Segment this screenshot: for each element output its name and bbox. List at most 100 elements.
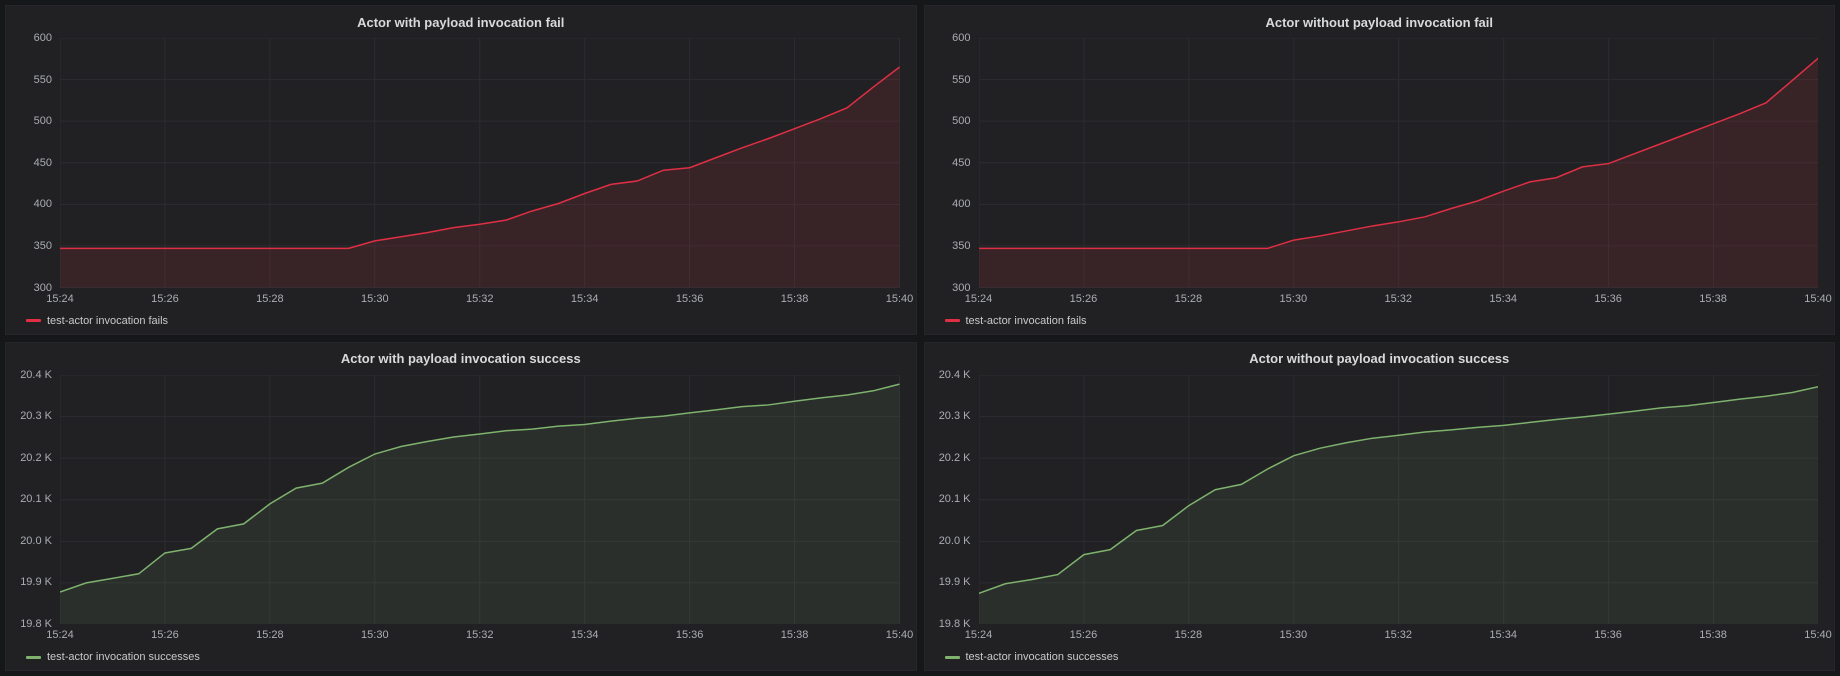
y-axis-label: 20.4 K [20,368,52,381]
panel-actor-with-payload-success: Actor with payload invocation success 19… [5,341,917,671]
chart-actor-with-payload-fail[interactable]: 300 350 400 450 500 550 600 15:24 15:26 15:28 15:3… [6,32,916,334]
x-axis-label: 15:34 [570,292,599,305]
legend: test-actor invocation fails [12,310,900,332]
y-axis-label: 350 [952,239,971,252]
x-axis-label: 15:40 [1804,629,1832,641]
y-axis-label: 300 [33,281,52,294]
x-axis-label: 15:24 [46,292,74,305]
x-axis-label: 15:36 [675,292,704,305]
time-series-svg [978,38,1819,288]
x-axis-label: 15:28 [256,629,284,641]
y-axis-label: 20.3 K [20,410,52,423]
series-line [979,386,1819,593]
x-axis-label: 15:28 [1174,292,1203,305]
legend-item[interactable]: test-actor invocation successes [944,651,1118,663]
legend-series-label: test-actor invocation fails [965,314,1087,327]
legend-series-swatch [944,655,960,659]
x-axis-label: 15:40 [1804,292,1832,305]
panel-actor-without-payload-success: Actor without payload invocation success… [923,341,1835,671]
x-axis-label: 15:34 [1489,292,1517,305]
plot-area[interactable] [60,375,900,624]
y-axis-label: 19.9 K [20,576,52,589]
y-axis-label: 20.4 K [938,368,971,381]
y-axis-label: 500 [33,115,52,128]
series-line [60,384,900,592]
y-axis: 19.8 K 19.9 K 20.0 K 20.1 K 20.2 K 20.3 K 20.4… [12,369,60,631]
x-axis-label: 15:34 [570,629,599,641]
y-axis-label: 20.0 K [938,534,971,547]
y-axis-label: 20.1 K [20,493,52,506]
x-axis-label: 15:36 [675,629,704,641]
y-axis-label: 500 [952,115,971,128]
y-axis-label: 19.8 K [938,618,971,630]
x-axis-label: 15:32 [1384,629,1413,641]
panel-title-actor-with-payload-success[interactable]: Actor with payload invocation success [340,351,581,366]
legend-series-label: test-actor invocation fails [47,314,169,327]
series-line [60,67,900,248]
plot-area[interactable] [978,375,1819,624]
x-axis-label: 15:24 [964,292,993,305]
series-area-fill [978,386,1818,624]
chart-body: 19.8 K 19.9 K 20.0 K 20.1 K 20.2 K 20.3 K 20.4… [931,369,1819,630]
panel-title-actor-with-payload-fail[interactable]: Actor with payload invocation fail [357,14,565,30]
x-axis-label: 15:40 [885,629,914,641]
legend-item[interactable]: test-actor invocation successes [26,651,200,663]
panel-title-actor-without-payload-fail[interactable]: Actor without payload invocation fail [1265,14,1493,30]
legend-series-swatch [26,319,41,322]
x-axis-label: 15:30 [1279,629,1308,641]
plot-area[interactable] [60,38,900,288]
x-axis-label: 15:38 [780,629,809,641]
y-axis-label: 19.9 K [938,576,971,589]
legend-series-label: test-actor invocation successes [47,651,200,663]
legend: test-actor invocation successes [12,646,900,668]
chart-body: 300 350 400 450 500 550 600 [931,32,1819,294]
x-axis-label: 15:28 [1174,629,1203,641]
y-axis-label: 550 [952,73,971,86]
legend-series-swatch [26,655,41,659]
y-axis-label: 300 [952,281,971,294]
series-line [979,58,1819,248]
panel-actor-without-payload-fail: Actor without payload invocation fail 30… [923,5,1835,335]
y-axis-label: 20.1 K [938,493,971,506]
y-axis-label: 350 [33,239,52,252]
series-area-fill [60,67,900,288]
x-axis-label: 15:32 [465,292,494,305]
y-axis-label: 600 [952,32,971,44]
x-axis-label: 15:36 [1594,629,1622,641]
x-axis-label: 15:40 [885,292,914,305]
y-axis-label: 20.3 K [938,410,971,423]
y-axis-label: 450 [33,156,52,169]
chart-body: 19.8 K 19.9 K 20.0 K 20.1 K 20.2 K 20.3 K 20.4… [12,369,900,631]
chart-actor-without-payload-success[interactable]: 19.8 K 19.9 K 20.0 K 20.1 K 20.2 K 20.3 K 20.4… [925,369,1835,671]
legend-item[interactable]: test-actor invocation fails [26,315,168,327]
series-area-fill [978,57,1818,288]
time-series-svg [978,375,1819,624]
y-axis-label: 20.2 K [938,451,971,464]
y-axis-label: 450 [952,156,971,169]
x-axis-label: 15:26 [151,292,179,305]
x-axis: 15:24 15:26 15:28 15:30 15:32 15:34 15:36 15:38… [965,624,1832,646]
chart-actor-with-payload-success[interactable]: 19.8 K 19.9 K 20.0 K 20.1 K 20.2 K 20.3 K 20.4… [6,369,916,671]
x-axis-label: 15:24 [964,629,993,641]
x-axis-label: 15:28 [256,292,284,305]
x-axis-label: 15:38 [1699,292,1727,305]
plot-area[interactable] [978,38,1819,288]
y-axis: 300 350 400 450 500 550 600 [12,32,60,294]
time-series-svg [60,375,900,624]
chart-actor-without-payload-fail[interactable]: 300 350 400 450 500 550 600 15:24 15:26 15:28 15:3… [925,32,1835,334]
x-axis-label: 15:34 [1489,629,1517,641]
legend-item[interactable]: test-actor invocation fails [944,314,1087,327]
panel-title-actor-without-payload-success[interactable]: Actor without payload invocation success [1249,351,1510,366]
time-series-svg [60,38,900,288]
x-axis-label: 15:36 [1594,292,1622,305]
y-axis-label: 600 [33,32,52,44]
x-axis-label: 15:38 [780,292,809,305]
x-axis-label: 15:26 [1069,629,1098,641]
panel-actor-with-payload-fail: Actor with payload invocation fail 300 35… [5,5,917,335]
x-axis: 15:24 15:26 15:28 15:30 15:32 15:34 15:36 15:38… [46,288,913,310]
series-area-fill [60,383,900,624]
legend: test-actor invocation fails [931,310,1819,332]
y-axis-label: 20.0 K [20,534,52,547]
legend: test-actor invocation successes [931,646,1819,668]
y-axis: 300 350 400 450 500 550 600 [931,32,979,294]
